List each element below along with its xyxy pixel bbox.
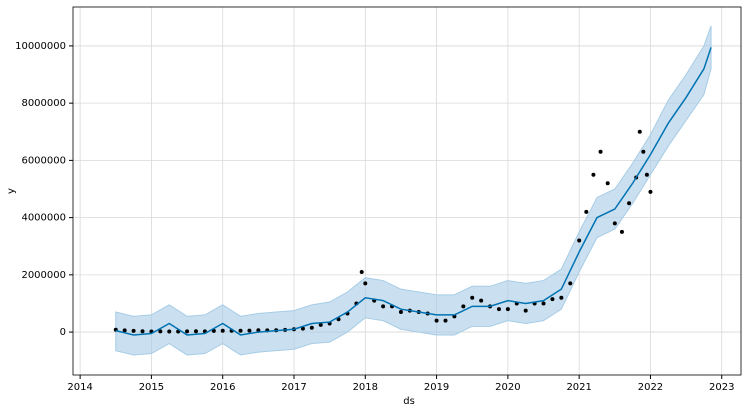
x-tick-label: 2016 bbox=[210, 382, 235, 393]
x-tick-label: 2017 bbox=[281, 382, 306, 393]
x-tick-label: 2015 bbox=[139, 382, 164, 393]
data-point bbox=[167, 329, 172, 334]
data-point bbox=[309, 325, 314, 330]
data-point bbox=[505, 307, 510, 312]
uncertainty-band bbox=[115, 25, 712, 356]
y-tick-label: 4000000 bbox=[21, 213, 66, 224]
data-point bbox=[605, 181, 610, 186]
data-point bbox=[598, 149, 603, 154]
data-point bbox=[434, 318, 439, 323]
y-tick-label: 6000000 bbox=[21, 155, 66, 166]
data-point bbox=[443, 318, 448, 323]
data-point bbox=[140, 329, 145, 334]
forecast-line bbox=[115, 47, 712, 336]
data-point bbox=[559, 295, 564, 300]
data-point bbox=[523, 308, 528, 313]
data-point bbox=[381, 304, 386, 309]
x-tick-label: 2014 bbox=[67, 382, 92, 393]
data-point bbox=[619, 229, 624, 234]
x-tick-label: 2020 bbox=[495, 382, 520, 393]
y-tick-label: 8000000 bbox=[21, 98, 66, 109]
data-point bbox=[550, 297, 555, 302]
data-point bbox=[584, 209, 589, 214]
data-point bbox=[398, 310, 403, 315]
data-point bbox=[185, 329, 190, 334]
data-point bbox=[247, 328, 252, 333]
data-point bbox=[541, 301, 546, 306]
y-tick-label: 0 bbox=[60, 327, 66, 338]
data-point bbox=[122, 328, 127, 333]
data-point bbox=[577, 238, 582, 243]
data-point bbox=[211, 328, 216, 333]
data-point bbox=[644, 172, 649, 177]
x-tick-label: 2019 bbox=[424, 382, 449, 393]
y-tick-label: 2000000 bbox=[21, 270, 66, 281]
data-point bbox=[359, 269, 364, 274]
data-point bbox=[318, 322, 323, 327]
data-point bbox=[637, 129, 642, 134]
data-point bbox=[641, 149, 646, 154]
y-tick-label: 10000000 bbox=[15, 41, 66, 52]
y-axis-label: y bbox=[6, 188, 17, 194]
x-axis-label: ds bbox=[403, 396, 415, 407]
data-point bbox=[158, 329, 163, 334]
data-point bbox=[568, 281, 573, 286]
x-tick-label: 2023 bbox=[709, 382, 734, 393]
data-point bbox=[470, 295, 475, 300]
data-point bbox=[238, 328, 243, 333]
data-point bbox=[479, 298, 484, 303]
data-point bbox=[256, 328, 261, 333]
x-tick-label: 2021 bbox=[566, 382, 591, 393]
plot-frame bbox=[72, 6, 742, 376]
x-tick-label: 2022 bbox=[638, 382, 663, 393]
data-point bbox=[363, 281, 368, 286]
data-point bbox=[220, 328, 225, 333]
data-point bbox=[648, 189, 653, 194]
data-point bbox=[612, 221, 617, 226]
data-point bbox=[461, 304, 466, 309]
data-point bbox=[591, 172, 596, 177]
data-point bbox=[131, 328, 136, 333]
x-tick-label: 2018 bbox=[353, 382, 378, 393]
data-point bbox=[627, 201, 632, 206]
data-point bbox=[193, 329, 198, 334]
data-point bbox=[496, 307, 501, 312]
data-point bbox=[300, 326, 305, 331]
